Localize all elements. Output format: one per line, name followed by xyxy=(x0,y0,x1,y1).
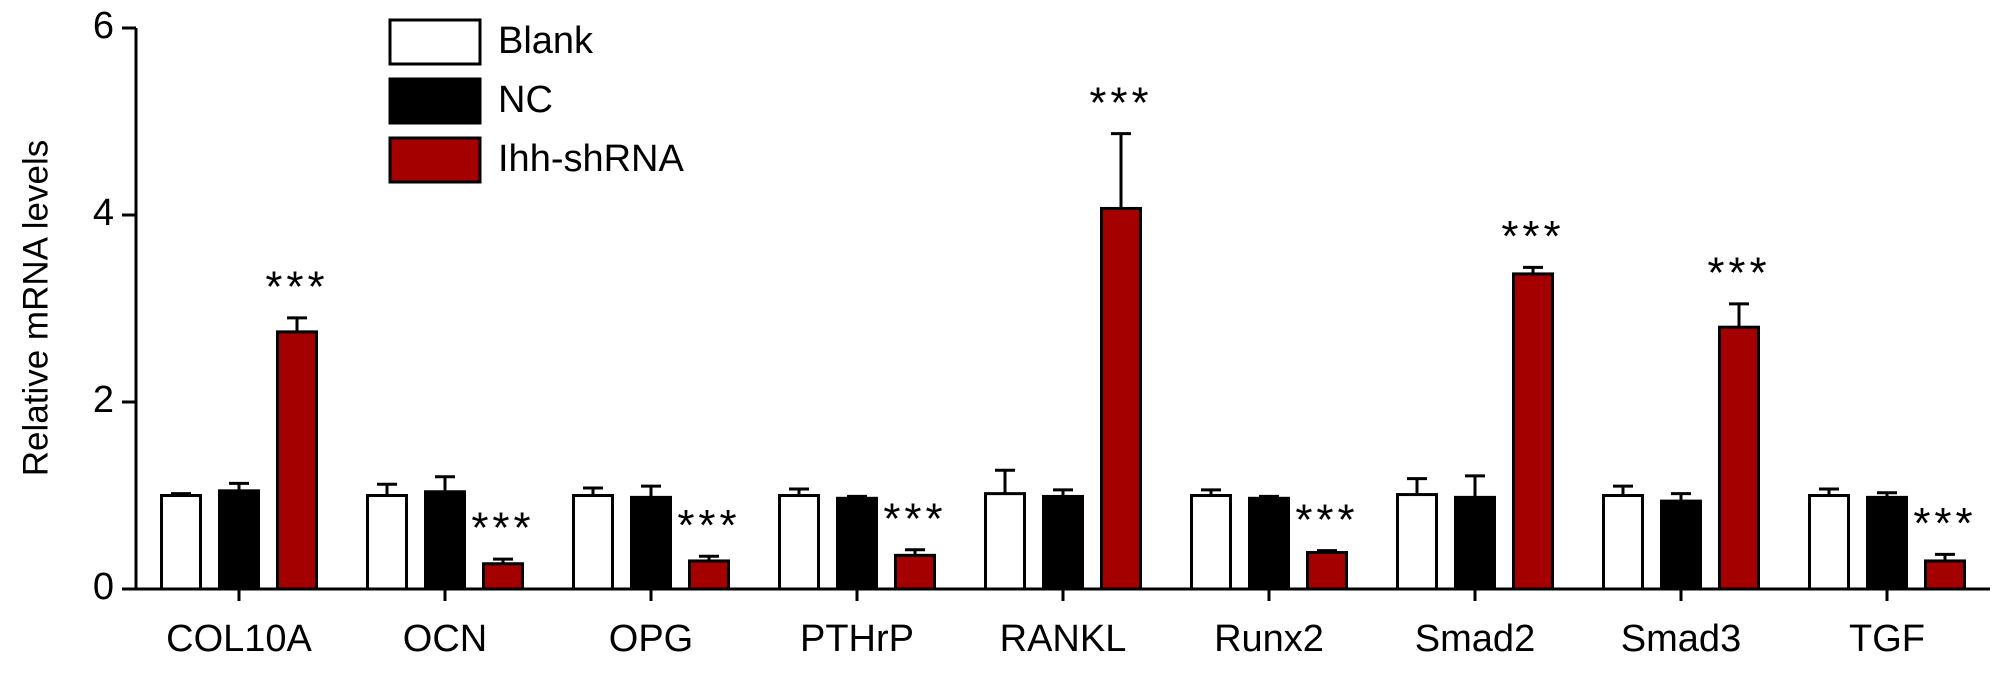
bar xyxy=(482,562,524,591)
bar xyxy=(688,559,730,591)
bar xyxy=(836,496,878,591)
legend-label: NC xyxy=(498,79,553,121)
bar xyxy=(1042,494,1084,591)
x-tick-label: Smad3 xyxy=(1621,618,1741,660)
x-tick-label: Smad2 xyxy=(1415,618,1535,660)
bar xyxy=(572,494,614,591)
bar xyxy=(894,553,936,591)
bar xyxy=(1866,495,1908,591)
x-tick-label: Runx2 xyxy=(1214,618,1324,660)
bar xyxy=(1924,559,1966,591)
y-tick-label: 0 xyxy=(93,566,114,608)
bar xyxy=(160,494,202,591)
bar xyxy=(1602,494,1644,591)
bar xyxy=(218,489,260,591)
y-tick-label: 6 xyxy=(93,5,114,47)
x-tick-label: TGF xyxy=(1849,618,1925,660)
x-tick-label: PTHrP xyxy=(800,618,914,660)
bar xyxy=(1396,493,1438,591)
bar xyxy=(424,490,466,591)
bar xyxy=(1306,551,1348,591)
legend-swatch xyxy=(388,136,482,184)
legend-swatch xyxy=(388,77,482,125)
significance-label: *** xyxy=(677,501,740,550)
bar xyxy=(1512,272,1554,591)
x-tick-label: RANKL xyxy=(1000,618,1127,660)
x-tick-label: OCN xyxy=(403,618,487,660)
bar xyxy=(366,494,408,591)
bar xyxy=(1808,494,1850,591)
y-tick-label: 4 xyxy=(93,192,114,234)
x-tick-label: OPG xyxy=(609,618,693,660)
bar xyxy=(1248,496,1290,591)
significance-label: *** xyxy=(1089,78,1152,127)
bar xyxy=(1718,325,1760,591)
significance-label: *** xyxy=(1501,212,1564,261)
significance-label: *** xyxy=(471,504,534,553)
bar xyxy=(1454,495,1496,591)
legend-label: Blank xyxy=(498,20,594,62)
significance-label: *** xyxy=(1295,495,1358,544)
legend-swatch xyxy=(388,18,482,66)
x-tick-label: COL10A xyxy=(166,618,312,660)
significance-label: *** xyxy=(265,262,328,311)
significance-label: *** xyxy=(1707,248,1770,297)
bar xyxy=(1100,206,1142,591)
significance-label: *** xyxy=(1913,499,1976,548)
bar xyxy=(276,330,318,591)
bar xyxy=(778,494,820,591)
bar xyxy=(1660,499,1702,591)
bar xyxy=(1190,494,1232,591)
significance-label: *** xyxy=(883,494,946,543)
legend-label: Ihh-shRNA xyxy=(498,138,684,180)
y-axis-label: Relative mRNA levels xyxy=(16,140,55,477)
y-tick-label: 2 xyxy=(93,379,114,421)
bar xyxy=(984,492,1026,591)
bar xyxy=(630,495,672,591)
